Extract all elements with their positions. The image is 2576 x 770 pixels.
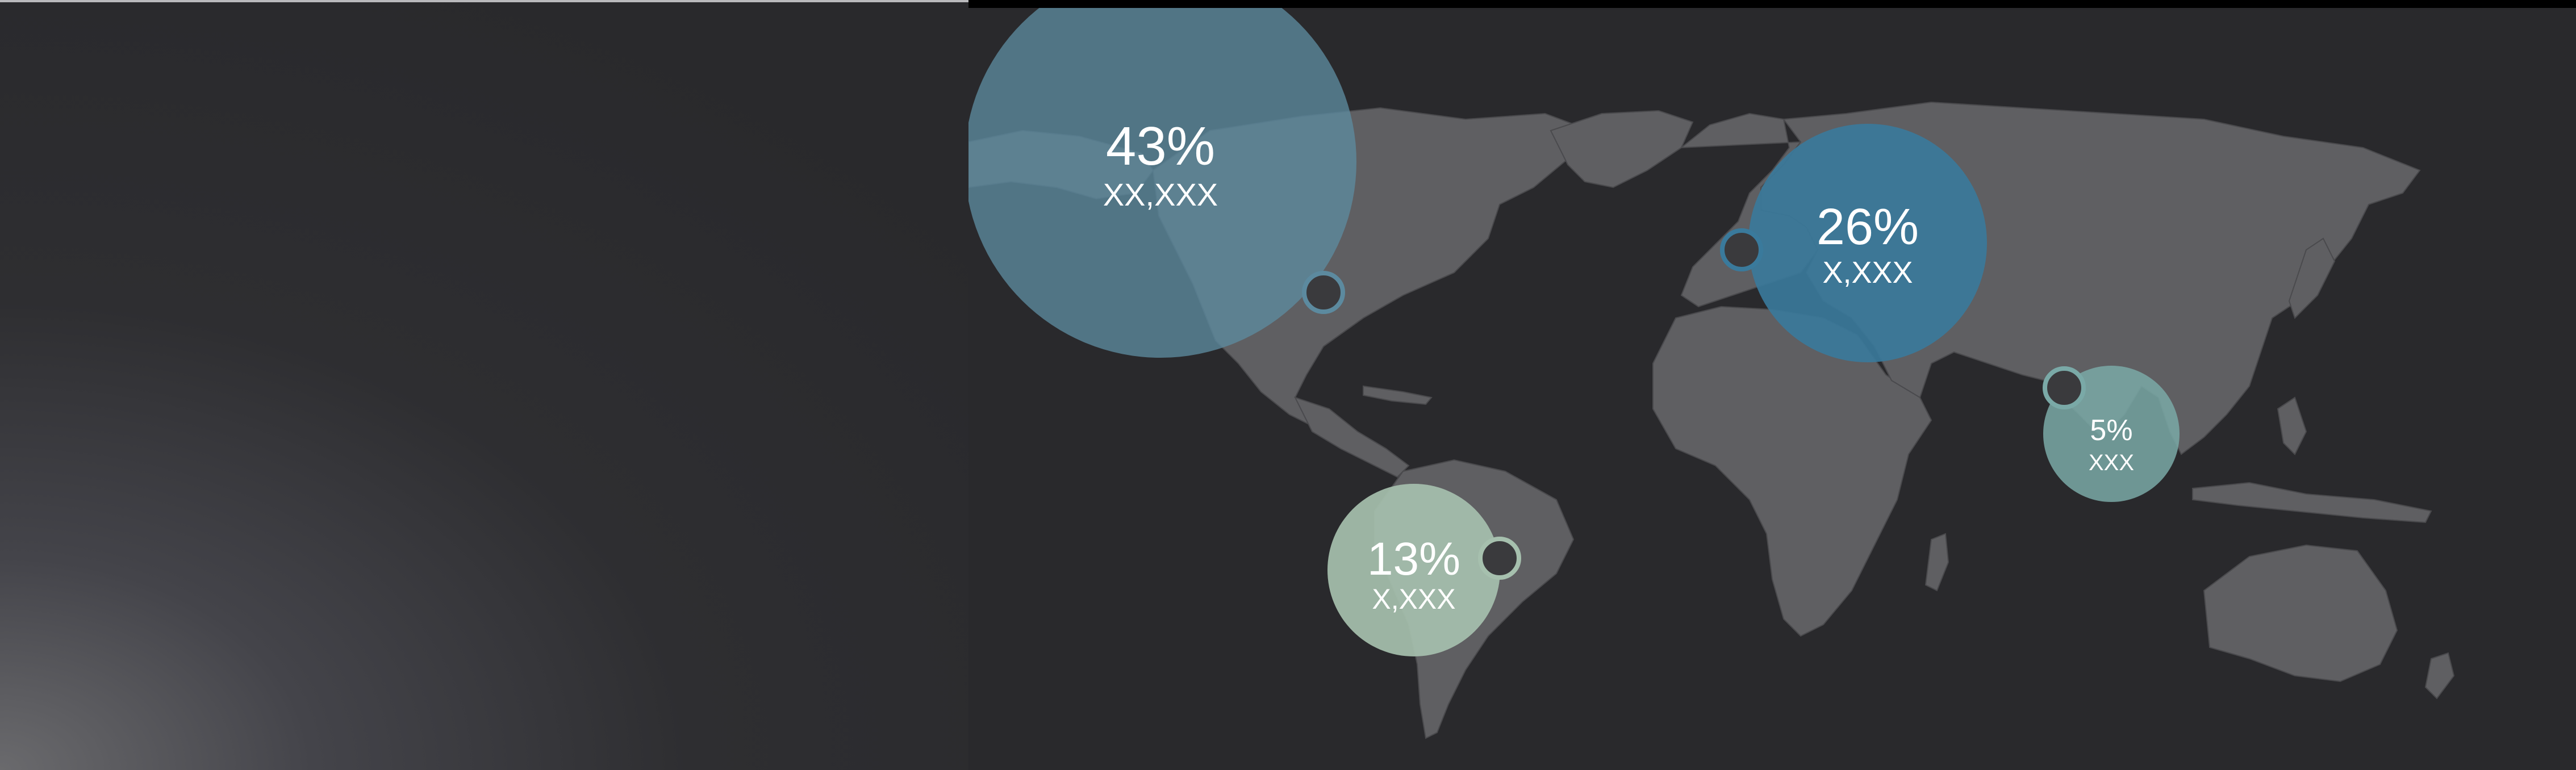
percent-label-south-asia: 5% [2090, 414, 2132, 447]
bubble-layer: 43% XX,XXX 26% X,XXX 13% X,XXX 5% XXX [965, 0, 2180, 656]
land-central-america [1294, 396, 1410, 478]
land-australia [2203, 544, 2398, 683]
count-label-europe: X,XXX [1822, 256, 1913, 290]
land-new-zealand [2424, 652, 2455, 700]
bubble-south-america[interactable] [1327, 484, 1500, 656]
land-greenland [1550, 110, 1694, 189]
left-gradient-panel [0, 0, 968, 770]
land-caribbean [1363, 385, 1433, 405]
land-philippines [2277, 396, 2307, 455]
land-madagascar [1924, 533, 1949, 592]
marker-south-asia[interactable] [2043, 366, 2086, 409]
count-label-north-america: XX,XXX [1103, 177, 1218, 212]
land-southeast-asia-islands [2192, 482, 2432, 524]
land-japan [2288, 237, 2336, 319]
percent-label-south-america: 13% [1367, 533, 1460, 585]
marker-south-america[interactable] [1478, 537, 1521, 580]
marker-north-america[interactable] [1302, 271, 1345, 314]
percent-label-north-america: 43% [1106, 116, 1215, 177]
bubble-europe[interactable] [1748, 124, 1987, 362]
marker-europe[interactable] [1720, 228, 1763, 271]
bubble-north-america[interactable] [965, 0, 1356, 358]
count-label-south-asia: XXX [2089, 450, 2134, 475]
percent-label-europe: 26% [1817, 199, 1919, 256]
count-label-south-america: X,XXX [1372, 583, 1455, 615]
top-black-bar [968, 0, 2576, 8]
